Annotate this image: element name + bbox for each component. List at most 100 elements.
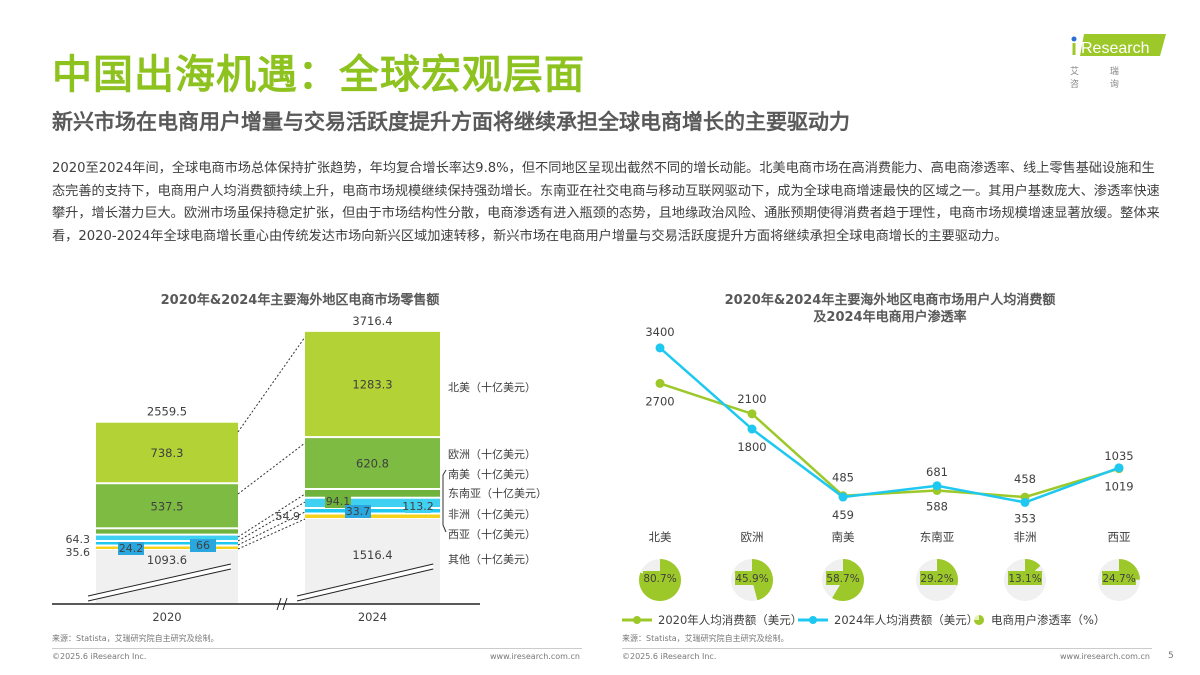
footer-divider-left <box>52 648 582 649</box>
bar-value-label: 66 <box>196 539 210 552</box>
category-label: 东南亚 <box>920 530 955 544</box>
page-number: 5 <box>1168 651 1174 661</box>
svg-text:Research: Research <box>1081 40 1149 57</box>
copyright: ©2025.6 iResearch Inc. <box>622 652 717 661</box>
pie-label-box <box>826 571 860 585</box>
data-label: 458 <box>1014 472 1036 486</box>
value-label-box <box>118 542 144 555</box>
bar-segment-3 <box>305 498 440 507</box>
data-point <box>747 424 757 434</box>
series-label: 其他（十亿美元） <box>448 552 536 566</box>
page-title: 中国出海机遇：全球宏观层面 <box>52 52 585 98</box>
data-label: 485 <box>832 471 854 485</box>
website-link[interactable]: www.iresearch.com.cn <box>1060 652 1150 661</box>
bar-segment-4 <box>305 489 440 497</box>
axis-break-line <box>296 563 434 597</box>
bar-value-label: 35.6 <box>66 546 91 559</box>
connector-line <box>237 493 306 538</box>
right-source: 来源：Statista，艾瑞研究院自主研究及绘制。 <box>622 634 789 643</box>
series-line-1 <box>659 346 1120 504</box>
connector-line <box>237 518 306 550</box>
category-label: 西亚 <box>1108 530 1131 544</box>
category-label: 南美 <box>832 530 855 544</box>
legend-pie-icon <box>974 615 984 625</box>
axis-break-mask <box>296 563 434 601</box>
data-label: 1800 <box>737 440 766 454</box>
bar-segment-other <box>96 550 238 604</box>
data-point <box>747 409 757 419</box>
series-label: 非洲（十亿美元） <box>448 507 536 521</box>
website-link[interactable]: www.iresearch.com.cn <box>490 652 580 661</box>
value-label-box <box>345 505 371 518</box>
value-label-box <box>190 539 216 552</box>
left-source: 来源：Statista，艾瑞研究院自主研究及绘制。 <box>52 634 219 643</box>
legend-penetration: 电商用户渗透率（%） <box>973 612 1105 628</box>
bar-value-label: 113.2 <box>402 500 434 513</box>
left-chart-title: 2020年&2024年主要海外地区电商市场零售额 <box>160 293 440 308</box>
legend-line-green-icon <box>622 616 652 624</box>
data-label: 3400 <box>645 325 674 339</box>
bar-value-label: 620.8 <box>356 457 389 471</box>
series-label: 东南亚（十亿美元） <box>448 486 547 500</box>
page-subtitle: 新兴市场在电商用户增量与交易活跃度提升方面将继续承担全球电商增长的主要驱动力 <box>52 110 850 134</box>
data-point <box>655 378 665 388</box>
pie-label-box <box>735 571 769 585</box>
bar-value-label: 738.3 <box>151 446 184 460</box>
bar-segment-2 <box>96 542 238 545</box>
axis-break-mark <box>276 597 282 611</box>
right-chart-title: 2020年&2024年主要海外地区电商市场用户人均消费额 <box>724 293 1056 308</box>
bar-value-label: 537.5 <box>151 499 184 513</box>
bar-total-label: 3716.4 <box>352 314 392 328</box>
footer-divider-right <box>622 648 1152 649</box>
bar-segment-5 <box>96 484 238 528</box>
right-chart-title-line2: 及2024年电商用户渗透率 <box>813 310 967 325</box>
data-point <box>655 343 665 353</box>
bar-total-label: 2559.5 <box>147 405 187 419</box>
pie-label: 80.7% <box>643 573 676 585</box>
bar-segment-1 <box>305 514 440 518</box>
bar-value-label: 1516.4 <box>352 548 392 562</box>
legend-label: 电商用户渗透率（%） <box>991 613 1106 627</box>
body-paragraph: 2020至2024年间，全球电商市场总体保持扩张趋势，年均复合增长率达9.8%，… <box>52 161 1160 244</box>
logo-subtext: 艾 瑞 咨 询 <box>1070 67 1133 90</box>
data-label: 459 <box>832 508 854 522</box>
pie-label: 58.7% <box>826 573 859 585</box>
axis-break-line <box>87 568 232 602</box>
pie-label-box <box>643 571 677 585</box>
pie-label: 29.2% <box>920 573 953 585</box>
data-label: 681 <box>926 465 948 479</box>
series-label: 北美（十亿美元） <box>448 380 536 394</box>
value-label-box <box>405 500 431 513</box>
x-tick-label: 2020 <box>152 610 181 624</box>
bar-segment-6 <box>96 422 238 483</box>
x-tick-label: 2024 <box>358 610 387 624</box>
legend-2020: 2020年人均消费额（美元） <box>622 612 802 628</box>
data-label: 353 <box>1014 511 1036 525</box>
data-point <box>1114 463 1124 473</box>
bar-segment-1 <box>96 546 238 549</box>
bar-value-label: 64.3 <box>66 533 91 546</box>
connector-line <box>237 511 306 546</box>
data-point <box>838 492 848 502</box>
series-label: 西亚（十亿美元） <box>448 527 536 541</box>
pie-label-box <box>1008 571 1042 585</box>
category-label: 北美 <box>649 530 672 544</box>
iresearch-logo: Research 艾 瑞 咨 询 <box>1068 32 1168 90</box>
pie-label-box <box>920 571 954 585</box>
pie-label: 45.9% <box>735 573 768 585</box>
bar-segment-4 <box>96 529 238 534</box>
bar-segment-2 <box>305 508 440 513</box>
data-label: 2100 <box>737 392 766 406</box>
bar-segment-6 <box>305 331 440 437</box>
bar-value-label: 1283.3 <box>352 377 392 391</box>
data-point <box>1020 497 1030 507</box>
category-label: 欧洲 <box>741 530 764 544</box>
bar-segment-3 <box>96 535 238 540</box>
retail-sales-chart: 1093.6 537.5 738.3 2559.5 2020 1516.4 620.8 128… <box>52 314 547 624</box>
copyright: ©2025.6 iResearch Inc. <box>52 652 147 661</box>
category-label: 非洲 <box>1014 530 1037 544</box>
pie-label: 24.7% <box>1102 573 1135 585</box>
bar-value-label: 1093.6 <box>147 553 187 567</box>
